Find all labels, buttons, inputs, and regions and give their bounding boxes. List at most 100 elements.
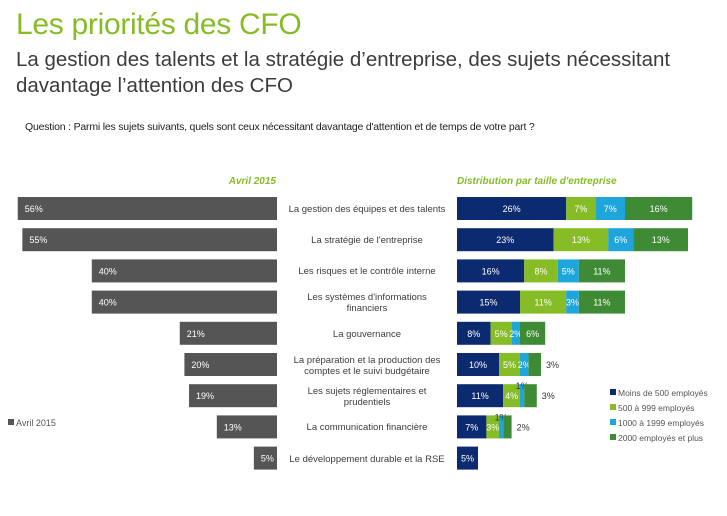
- stacked-segment-500-999: [566, 197, 596, 220]
- left-bar-label: 21%: [187, 329, 205, 339]
- stacked-segment-label: 8%: [467, 329, 480, 339]
- legend-label: 2000 employés et plus: [618, 433, 704, 443]
- stacked-segment-label: 5%: [461, 454, 474, 464]
- stacked-segment-moins-500: [457, 228, 554, 252]
- legend-label: 500 à 999 employés: [618, 403, 695, 413]
- stacked-segment-moins-500: [457, 446, 478, 470]
- left-bar-label: 13%: [224, 422, 242, 432]
- category-label: La gouvernance: [332, 328, 402, 340]
- left-legend: Avril 2015: [8, 418, 56, 428]
- stacked-segment-1000-1999: [595, 197, 625, 220]
- stacked-segment-label: 5%: [495, 329, 508, 339]
- legend-item-2000-plus: 2000 employés et plus: [610, 431, 708, 446]
- left-bar-label: 40%: [99, 266, 117, 276]
- stacked-segment-label: 1%: [495, 412, 508, 422]
- stacked-segment-label: 3%: [542, 391, 555, 401]
- category-label: La communication financière: [306, 422, 428, 434]
- left-chart-title: Avril 2015: [228, 176, 276, 187]
- stacked-segment-label: 2%: [518, 360, 531, 370]
- legend-item-moins-500: Moins de 500 employés: [610, 386, 708, 401]
- page-title: Les priorités des CFO: [16, 8, 302, 41]
- stacked-segment-moins-500: [457, 321, 491, 345]
- stacked-segment-label: 16%: [482, 266, 500, 276]
- left-bar-label: 40%: [99, 298, 117, 308]
- legend-item-500-999: 500 à 999 employés: [610, 401, 708, 416]
- stacked-segment-label: 16%: [650, 204, 668, 214]
- left-bar-label: 5%: [261, 454, 274, 464]
- stacked-segment-2000-plus: [528, 353, 541, 376]
- stacked-segment-label: 15%: [479, 298, 497, 308]
- left-bar: [17, 197, 277, 220]
- left-bar: [253, 446, 277, 470]
- stacked-segment-2000-plus: [520, 321, 546, 345]
- stacked-segment-500-999: [490, 321, 512, 345]
- left-bar: [22, 228, 277, 252]
- legend-label: 1000 à 1999 employés: [618, 418, 705, 428]
- stacked-segment-label: 10%: [469, 360, 487, 370]
- category-label: La préparation et la production des comp…: [293, 354, 441, 377]
- left-bar-label: 19%: [196, 391, 214, 401]
- category-label: Les risques et le contrôle interne: [298, 266, 436, 278]
- stacked-segment-1000-1999: [511, 321, 520, 345]
- legend-label-avril-2015: Avril 2015: [16, 418, 56, 428]
- stacked-segment-1000-1999: [499, 415, 504, 439]
- stacked-segment-2000-plus: [578, 290, 625, 314]
- right-chart-title: Distribution par taille d'entreprise: [457, 176, 617, 187]
- category-label: Les systèmes d'informations financiers: [307, 292, 427, 315]
- stacked-segment-label: 11%: [471, 391, 488, 401]
- stacked-segment-1000-1999: [520, 353, 529, 376]
- stacked-segment-2000-plus: [503, 415, 512, 439]
- stacked-segment-label: 6%: [526, 329, 539, 339]
- stacked-segment-moins-500: [457, 290, 520, 314]
- left-bar: [91, 259, 277, 283]
- stacked-segment-moins-500: [457, 259, 525, 283]
- stacked-segment-label: 5%: [503, 360, 516, 370]
- category-label: Les sujets réglementaires et prudentiels: [307, 385, 427, 408]
- stacked-segment-moins-500: [457, 197, 567, 220]
- stacked-segment-label: 11%: [593, 266, 610, 276]
- stacked-segment-moins-500: [457, 384, 504, 408]
- legend-swatch: [610, 434, 616, 440]
- left-bar: [216, 415, 277, 439]
- stacked-segment-label: 4%: [505, 391, 518, 401]
- stacked-segment-label: 13%: [652, 235, 670, 245]
- stacked-segment-label: 3%: [566, 298, 579, 308]
- left-bar: [189, 384, 277, 408]
- stacked-segment-2000-plus: [578, 259, 625, 283]
- stacked-segment-label: 23%: [496, 235, 514, 245]
- left-bar: [184, 353, 277, 376]
- right-legend: Moins de 500 employés 500 à 999 employés…: [610, 386, 708, 446]
- stacked-segment-500-999: [520, 290, 567, 314]
- legend-item-1000-1999: 1000 à 1999 employés: [610, 416, 708, 431]
- stacked-segment-label: 11%: [593, 298, 610, 308]
- legend-swatch: [610, 419, 616, 425]
- stacked-segment-moins-500: [457, 415, 487, 439]
- legend-swatch: [610, 389, 616, 395]
- stacked-segment-2000-plus: [524, 384, 537, 408]
- stacked-segment-moins-500: [457, 353, 499, 376]
- stacked-segment-2000-plus: [625, 197, 693, 220]
- legend-swatch-avril-2015: [8, 419, 14, 425]
- stacked-segment-label: 7%: [604, 204, 617, 214]
- stacked-segment-500-999: [524, 259, 558, 283]
- stacked-segment-label: 26%: [503, 204, 521, 214]
- stacked-segment-label: 2%: [517, 422, 530, 432]
- page-subtitle: La gestion des talents et la stratégie d…: [16, 48, 671, 97]
- stacked-segment-label: 3%: [546, 360, 559, 370]
- stacked-segment-1000-1999: [520, 384, 525, 408]
- left-bar: [179, 321, 277, 345]
- stacked-segment-500-999: [499, 353, 520, 376]
- stacked-segment-label: 2%: [509, 329, 522, 339]
- stacked-segment-1000-1999: [608, 228, 634, 252]
- stacked-segment-1000-1999: [557, 259, 579, 283]
- legend-swatch: [610, 404, 616, 410]
- stacked-segment-label: 6%: [614, 235, 627, 245]
- stacked-segment-label: 1%: [516, 381, 529, 391]
- survey-question: Question : Parmi les sujets suivants, qu…: [25, 121, 535, 133]
- stacked-segment-label: 7%: [465, 422, 478, 432]
- stacked-segment-500-999: [553, 228, 609, 252]
- stacked-segment-label: 7%: [574, 204, 587, 214]
- category-label: Le développement durable et la RSE: [289, 453, 445, 465]
- left-bar-label: 55%: [29, 235, 47, 245]
